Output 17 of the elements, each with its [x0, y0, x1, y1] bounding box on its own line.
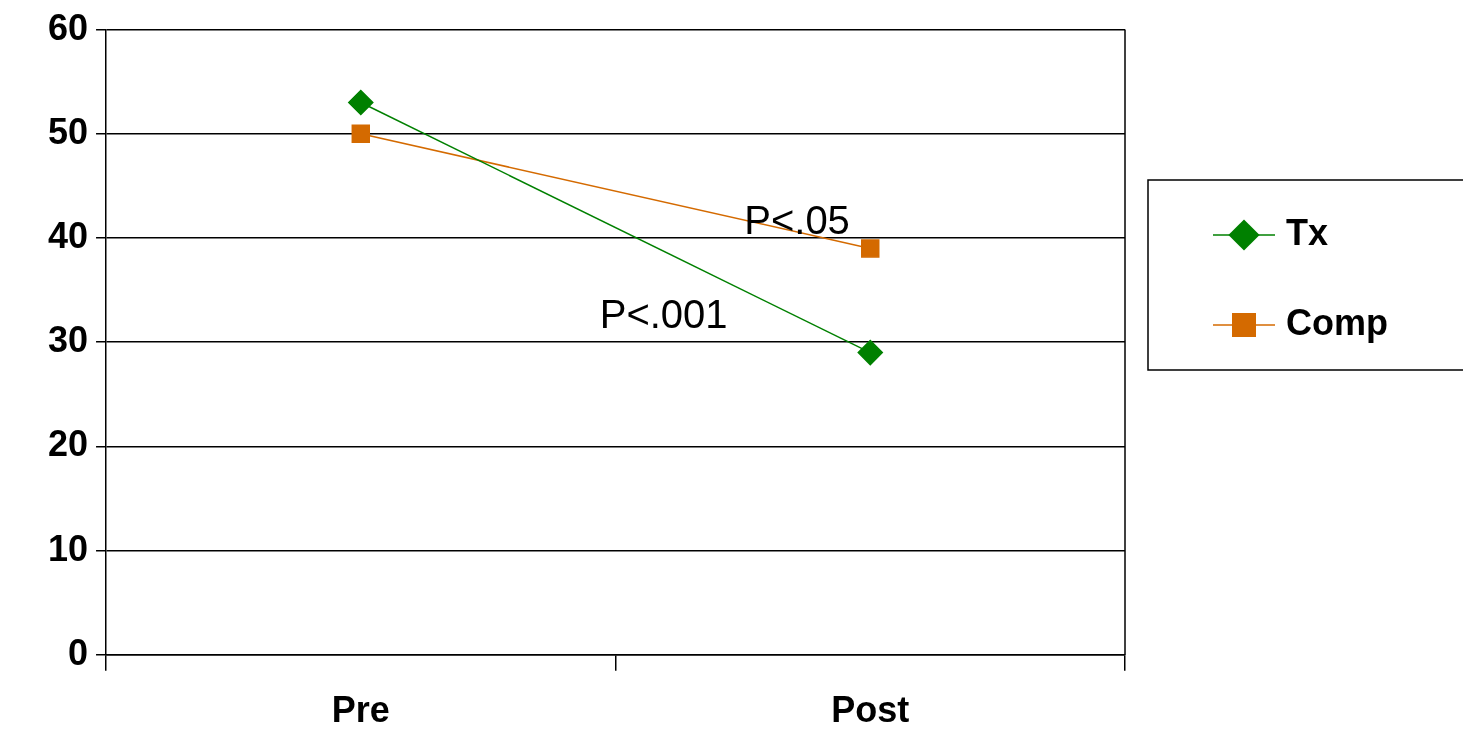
y-tick-label: 20	[48, 423, 89, 465]
legend-label: Comp	[1286, 301, 1388, 343]
point	[861, 239, 880, 258]
y-tick-label: 50	[48, 110, 89, 152]
point	[351, 124, 371, 144]
y-tick-label: 30	[48, 319, 89, 361]
y-tick-label: 60	[48, 6, 89, 48]
y-tick-label: 40	[48, 214, 89, 256]
point	[348, 89, 374, 116]
point	[857, 339, 884, 366]
annotation: P<.05	[744, 198, 850, 243]
x-tick-label: Post	[831, 689, 910, 731]
legend-label: Tx	[1286, 211, 1329, 253]
y-tick-label: 10	[48, 527, 89, 569]
annotation: P<.001	[599, 292, 728, 337]
y-tick-label: 0	[68, 631, 89, 673]
x-tick-label: Pre	[331, 689, 390, 731]
